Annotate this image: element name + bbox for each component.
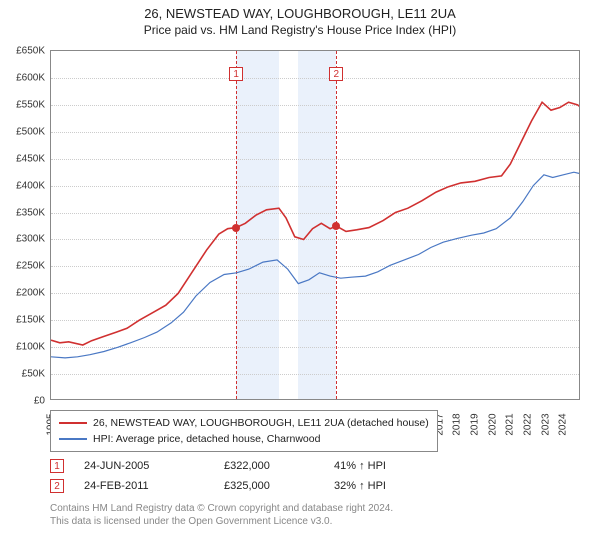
y-axis-label: £550K <box>0 99 45 110</box>
sale-price: £322,000 <box>224 460 334 472</box>
y-axis-label: £250K <box>0 261 45 272</box>
legend-item: 26, NEWSTEAD WAY, LOUGHBOROUGH, LE11 2UA… <box>59 415 429 431</box>
title-sub: Price paid vs. HM Land Registry's House … <box>0 23 600 37</box>
line-series-svg <box>51 51 579 399</box>
sale-row: 1 24-JUN-2005 £322,000 41% ↑ HPI <box>50 456 444 476</box>
x-axis-label: 2018 <box>452 413 463 435</box>
y-axis-label: £0 <box>0 396 45 407</box>
footer-line: Contains HM Land Registry data © Crown c… <box>50 502 393 515</box>
sale-date: 24-FEB-2011 <box>84 480 224 492</box>
y-axis-label: £650K <box>0 46 45 57</box>
sale-marker-number: 2 <box>50 479 64 493</box>
sale-marker-number: 1 <box>50 459 64 473</box>
x-axis-label: 2022 <box>523 413 534 435</box>
y-axis-label: £500K <box>0 126 45 137</box>
x-axis-label: 2024 <box>558 413 569 435</box>
legend-swatch <box>59 438 87 440</box>
y-axis-label: £50K <box>0 369 45 380</box>
sale-dot <box>332 222 340 230</box>
footer: Contains HM Land Registry data © Crown c… <box>50 502 393 528</box>
title-block: 26, NEWSTEAD WAY, LOUGHBOROUGH, LE11 2UA… <box>0 0 600 39</box>
y-axis-label: £300K <box>0 234 45 245</box>
legend-swatch <box>59 422 87 424</box>
sale-price: £325,000 <box>224 480 334 492</box>
title-main: 26, NEWSTEAD WAY, LOUGHBOROUGH, LE11 2UA <box>0 6 600 21</box>
sale-row: 2 24-FEB-2011 £325,000 32% ↑ HPI <box>50 476 444 496</box>
sale-marker-box: 1 <box>229 67 243 81</box>
y-axis-label: £100K <box>0 342 45 353</box>
y-axis-label: £150K <box>0 315 45 326</box>
sale-hpi: 32% ↑ HPI <box>334 480 444 492</box>
footer-line: This data is licensed under the Open Gov… <box>50 515 393 528</box>
y-axis-label: £450K <box>0 153 45 164</box>
x-axis-label: 2021 <box>505 413 516 435</box>
y-axis-label: £350K <box>0 207 45 218</box>
legend-label: HPI: Average price, detached house, Char… <box>93 433 320 445</box>
chart-plot-area: £0£50K£100K£150K£200K£250K£300K£350K£400… <box>50 50 580 400</box>
series-line <box>51 172 579 358</box>
sale-dot <box>232 224 240 232</box>
y-axis-label: £400K <box>0 180 45 191</box>
legend-item: HPI: Average price, detached house, Char… <box>59 431 429 447</box>
sale-marker-box: 2 <box>329 67 343 81</box>
x-axis-label: 2020 <box>487 413 498 435</box>
x-axis-label: 2019 <box>470 413 481 435</box>
legend: 26, NEWSTEAD WAY, LOUGHBOROUGH, LE11 2UA… <box>50 410 438 452</box>
x-axis-label: 2023 <box>540 413 551 435</box>
sales-table: 1 24-JUN-2005 £322,000 41% ↑ HPI 2 24-FE… <box>50 456 444 496</box>
y-axis-label: £200K <box>0 288 45 299</box>
y-axis-label: £600K <box>0 72 45 83</box>
sale-hpi: 41% ↑ HPI <box>334 460 444 472</box>
chart-container: 26, NEWSTEAD WAY, LOUGHBOROUGH, LE11 2UA… <box>0 0 600 560</box>
sale-date: 24-JUN-2005 <box>84 460 224 472</box>
series-line <box>51 102 579 345</box>
legend-label: 26, NEWSTEAD WAY, LOUGHBOROUGH, LE11 2UA… <box>93 417 429 429</box>
